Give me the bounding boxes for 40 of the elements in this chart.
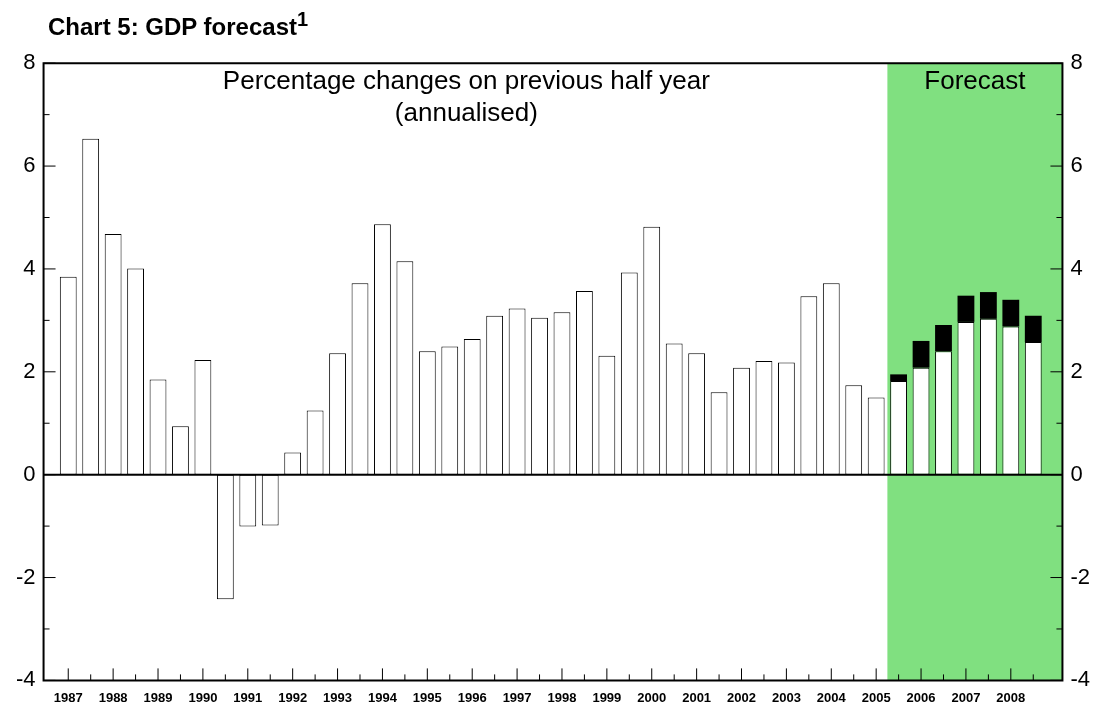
x-tick-label: 1999 [592,689,622,705]
y-tick-label: 6 [23,152,36,178]
x-tick-label: 1991 [233,689,263,705]
y2-tick-label: 4 [1070,255,1083,280]
y-tick-label: 0 [23,460,36,486]
x-tick-label: 2008 [996,689,1026,705]
x-tick-label: 1995 [412,689,442,705]
x-tick-label: 1990 [188,689,218,705]
x-tick-label: 1989 [143,689,173,705]
y-tick-label: 2 [23,357,36,383]
x-tick-label: 2006 [906,689,936,705]
x-tick-label: 2005 [861,689,891,705]
chart-title: Chart 5: GDP forecast$^{1}$ [47,8,310,42]
y2-tick-label: 2 [1070,357,1083,383]
x-tick-label: 1993 [323,689,353,705]
x-tick-label: 1987 [53,689,83,705]
y2-tick-label: 8 [1070,49,1083,75]
y2-tick-label: 6 [1070,152,1083,178]
x-tick-label: 2000 [637,689,667,705]
y2-tick-label: -2 [1070,563,1090,589]
y-tick-label: -4 [16,666,36,692]
y-tick-label: 4 [23,255,36,280]
y-tick-label: 8 [23,49,36,75]
x-tick-label: 2007 [951,689,981,705]
x-tick-label: 1997 [502,689,532,705]
bar [935,325,952,352]
x-tick-label: 1988 [98,689,128,705]
band-label: Forecast [924,65,1027,96]
x-tick-label: 1996 [457,689,487,705]
annotation: Percentage changes on previous half year (annualised) [222,65,711,128]
y2-tick-label: 0 [1070,460,1083,486]
y2-tick-label: -4 [1070,666,1090,692]
x-tick-label: 2002 [727,689,756,705]
x-tick-label: 2001 [682,689,712,705]
y-tick-label: -2 [16,563,36,589]
x-tick-label: 2004 [816,689,847,705]
x-tick-label: 1994 [367,689,398,705]
x-tick-label: 2003 [771,689,801,705]
x-tick-label: 1998 [547,689,577,705]
x-tick-label: 1992 [278,689,308,705]
